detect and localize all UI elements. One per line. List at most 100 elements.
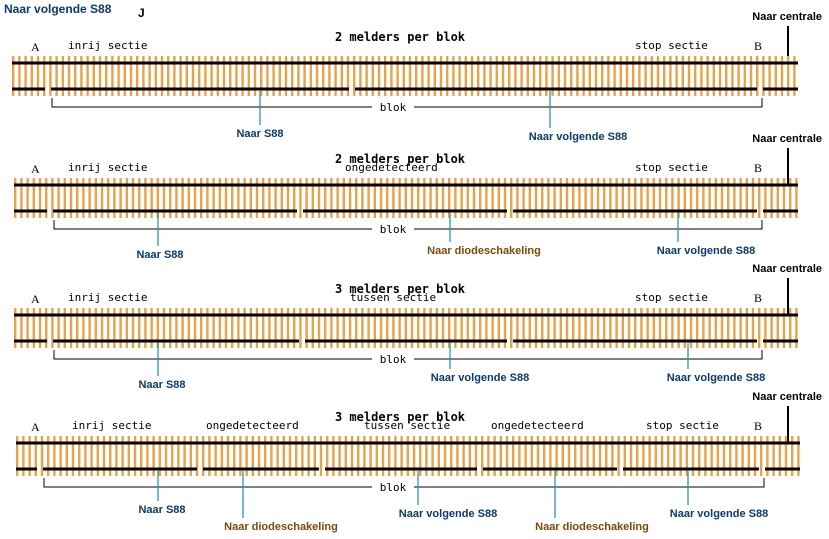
sleeper	[584, 178, 587, 218]
sleeper	[231, 178, 234, 218]
sleeper	[584, 308, 587, 348]
sleeper	[582, 56, 585, 96]
sleeper	[59, 436, 62, 476]
sleeper	[24, 56, 27, 96]
wire-label: Naar volgende S88	[529, 131, 627, 143]
sleeper	[324, 308, 327, 348]
sleeper	[400, 436, 403, 476]
sleeper	[158, 436, 161, 476]
sleeper	[689, 178, 693, 218]
sleeper	[720, 178, 724, 218]
sleeper	[262, 178, 265, 218]
sleeper	[148, 56, 151, 96]
blok-bracket: blok	[53, 350, 763, 366]
sleeper	[677, 308, 680, 348]
sleeper	[565, 178, 569, 218]
sleeper	[303, 56, 306, 96]
sleeper	[63, 308, 66, 348]
sleeper	[505, 436, 509, 476]
end-b-label: B	[754, 291, 762, 305]
sleeper	[541, 178, 544, 218]
sleeper	[257, 436, 261, 476]
sleeper	[334, 56, 337, 96]
sleeper	[311, 178, 314, 218]
track-sleepers	[14, 178, 798, 218]
sleeper	[353, 56, 356, 96]
sleeper	[131, 178, 135, 218]
blok-bracket: blok	[53, 220, 763, 236]
sleeper	[61, 56, 64, 96]
sleeper	[336, 178, 339, 218]
sleeper	[460, 308, 463, 348]
sleeper	[789, 308, 792, 348]
sleeper	[611, 436, 614, 476]
sleeper	[36, 56, 40, 96]
sleeper	[313, 436, 316, 476]
sleeper	[423, 308, 426, 348]
sleeper	[450, 436, 453, 476]
sleeper	[454, 178, 457, 218]
sleeper	[557, 56, 560, 96]
sleeper	[745, 308, 748, 348]
sleeper	[497, 308, 500, 348]
sleeper	[741, 436, 744, 476]
sleeper	[138, 178, 141, 218]
end-a-label: A	[31, 292, 40, 306]
sleeper	[260, 56, 263, 96]
sleeper	[603, 178, 606, 218]
sleeper	[617, 436, 620, 476]
sleeper	[167, 56, 170, 96]
sleeper	[406, 436, 409, 476]
sleeper	[479, 308, 482, 348]
sleeper	[144, 178, 147, 218]
sleeper	[98, 56, 102, 96]
sleeper	[315, 56, 319, 96]
track-sleepers	[14, 308, 798, 348]
rails	[16, 441, 800, 471]
sleeper	[770, 178, 773, 218]
sleeper	[760, 436, 763, 476]
sleeper	[474, 436, 478, 476]
sleeper	[627, 308, 631, 348]
sleeper	[270, 436, 273, 476]
sleeper	[233, 436, 236, 476]
sleeper	[472, 178, 476, 218]
sleeper	[40, 436, 44, 476]
sleeper	[169, 308, 172, 348]
sleeper	[162, 178, 166, 218]
wire-to-s88: Naar volgende S88	[657, 213, 755, 257]
sleeper	[12, 56, 15, 96]
sleeper	[574, 436, 577, 476]
sleeper	[160, 56, 164, 96]
sleeper	[342, 178, 345, 218]
sleeper	[743, 56, 746, 96]
sleeper	[553, 308, 556, 348]
sleeper	[282, 436, 285, 476]
wire-to-s88: Naar volgende S88	[529, 91, 627, 143]
sleeper	[654, 436, 657, 476]
sleeper	[578, 308, 581, 348]
sleeper	[88, 178, 91, 218]
sleeper	[369, 436, 372, 476]
sleeper	[293, 178, 296, 218]
blok-label: blok	[380, 353, 407, 366]
sleeper	[390, 56, 393, 96]
sleeper	[491, 308, 494, 348]
sleeper	[671, 308, 674, 348]
sleeper	[177, 436, 180, 476]
sleeper	[49, 56, 52, 96]
wire-to-s88: Naar volgende S88	[431, 343, 529, 384]
sleeper	[245, 436, 248, 476]
sleeper	[38, 178, 42, 218]
sleeper	[510, 308, 513, 348]
sleeper	[189, 436, 192, 476]
sleeper	[468, 436, 471, 476]
section-label: inrij sectie	[68, 161, 147, 174]
sleeper	[32, 178, 35, 218]
sleeper	[594, 56, 598, 96]
top-note-label: Naar volgende S88	[4, 2, 112, 16]
sleeper	[555, 436, 558, 476]
sleeper	[276, 436, 279, 476]
